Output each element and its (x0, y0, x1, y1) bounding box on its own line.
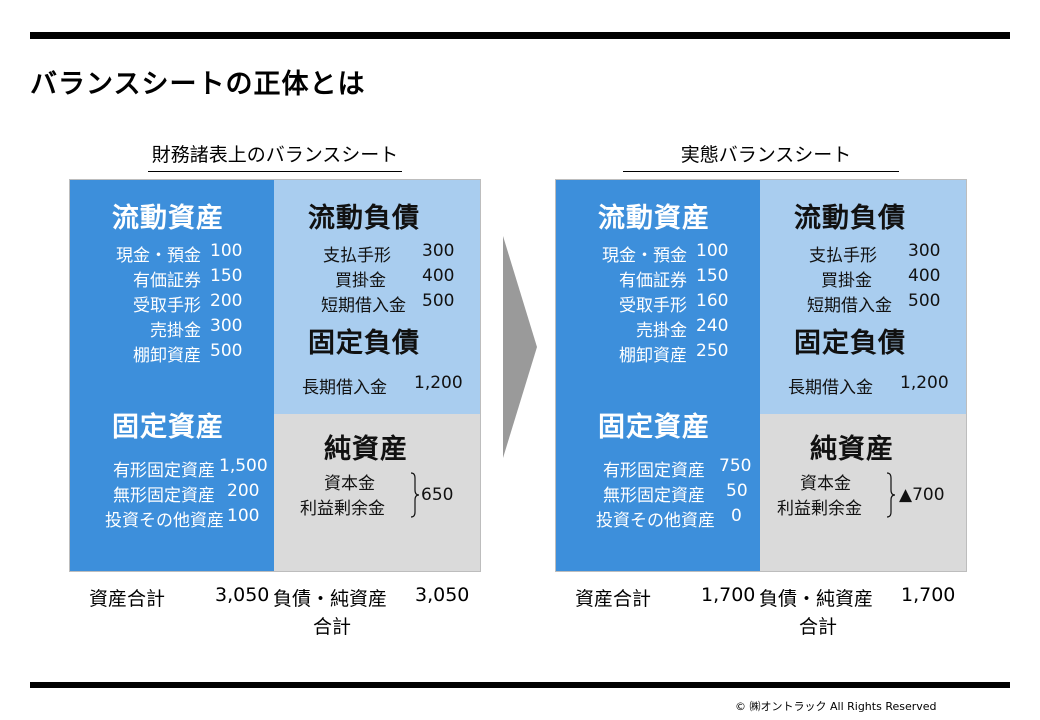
item-label: 短期借入金 (321, 296, 406, 316)
item-value: 150 (696, 266, 729, 286)
item-value: 150 (210, 266, 243, 286)
item-label: 利益剰余金 (777, 499, 862, 519)
curly-brace-icon (410, 472, 420, 518)
item-label: 利益剰余金 (300, 499, 385, 519)
item-label: 資本金 (324, 474, 375, 494)
net-assets-block: 純資産 資本金 利益剰余金 650 (274, 414, 481, 572)
item-value: 240 (696, 316, 729, 336)
net-assets-value: ▲700 (899, 485, 945, 505)
item-label: 買掛金 (821, 271, 872, 291)
item-label: 受取手形 (619, 296, 687, 316)
fixed-liabilities-heading: 固定負債 (308, 328, 420, 359)
balance-sheet-frame (555, 179, 967, 572)
item-value: 400 (422, 266, 455, 286)
item-value: 300 (210, 316, 243, 336)
item-label: 売掛金 (150, 321, 201, 341)
current-assets-heading: 流動資産 (112, 203, 224, 234)
item-label: 棚卸資産 (619, 346, 687, 366)
item-label: 有価証券 (133, 271, 201, 291)
current-liabilities-heading: 流動負債 (308, 203, 420, 234)
assets-total-value: 1,700 (701, 584, 756, 606)
item-value: 500 (210, 341, 243, 361)
fixed-assets-heading: 固定資産 (598, 412, 710, 443)
item-label: 受取手形 (133, 296, 201, 316)
balance-sheet-actual: 実態バランスシート 流動資産 現金・預金 100 有価証券 150 受取手形 1… (555, 140, 967, 640)
item-label: 現金・預金 (116, 246, 201, 266)
assets-total-label: 資産合計 (575, 588, 652, 610)
item-label: 買掛金 (335, 271, 386, 291)
liab-total-label-2: 合計 (799, 616, 838, 638)
item-value: 300 (908, 241, 941, 261)
bottom-rule (30, 682, 1010, 688)
item-value: 250 (696, 341, 729, 361)
item-label: 投資その他資産 (596, 511, 715, 531)
liab-total-label-2: 合計 (313, 616, 352, 638)
item-label: 支払手形 (809, 246, 877, 266)
balance-sheet-title: 財務諸表上のバランスシート (147, 140, 403, 172)
item-value: 50 (726, 481, 748, 501)
item-value: 0 (731, 506, 742, 526)
item-label: 資本金 (800, 474, 851, 494)
balance-sheet-financial-statements: 財務諸表上のバランスシート 流動資産 現金・預金 100 有価証券 150 受取… (69, 140, 481, 640)
liabilities-block: 流動負債 支払手形 300 買掛金 400 短期借入金 500 固定負債 長期借… (760, 179, 967, 414)
item-value: 160 (696, 291, 729, 311)
arrow-right-icon (503, 236, 537, 458)
item-label: 無形固定資産 (603, 486, 705, 506)
item-label: 棚卸資産 (133, 346, 201, 366)
item-label: 無形固定資産 (113, 486, 215, 506)
item-value: 1,200 (900, 373, 949, 393)
liab-total-label: 負債・純資産 (273, 588, 388, 610)
item-label: 有価証券 (619, 271, 687, 291)
item-label: 支払手形 (323, 246, 391, 266)
page-title: バランスシートの正体とは (30, 69, 366, 100)
fixed-assets-heading: 固定資産 (112, 412, 224, 443)
net-assets-heading: 純資産 (324, 434, 408, 465)
item-value: 500 (908, 291, 941, 311)
assets-block: 流動資産 現金・預金 100 有価証券 150 受取手形 200 売掛金 300… (69, 179, 274, 572)
liabilities-block: 流動負債 支払手形 300 買掛金 400 短期借入金 500 固定負債 長期借… (274, 179, 481, 414)
item-label: 短期借入金 (807, 296, 892, 316)
assets-total-label: 資産合計 (89, 588, 166, 610)
item-value: 1,200 (414, 373, 463, 393)
net-assets-block: 純資産 資本金 利益剰余金 ▲700 (760, 414, 967, 572)
current-liabilities-heading: 流動負債 (794, 203, 906, 234)
net-assets-heading: 純資産 (810, 434, 894, 465)
item-value: 500 (422, 291, 455, 311)
item-value: 200 (210, 291, 243, 311)
item-value: 400 (908, 266, 941, 286)
liab-total-value: 1,700 (901, 584, 956, 606)
assets-total-value: 3,050 (215, 584, 270, 606)
item-value: 1,500 (219, 456, 268, 476)
current-assets-heading: 流動資産 (598, 203, 710, 234)
item-value: 750 (719, 456, 752, 476)
item-value: 200 (227, 481, 260, 501)
item-label: 有形固定資産 (113, 461, 215, 481)
copyright-notice: © ㈱オントラック All Rights Reserved (735, 700, 937, 713)
item-value: 100 (227, 506, 260, 526)
fixed-liabilities-heading: 固定負債 (794, 328, 906, 359)
item-label: 長期借入金 (302, 378, 387, 398)
top-rule (30, 32, 1010, 39)
item-label: 長期借入金 (788, 378, 873, 398)
item-value: 100 (210, 241, 243, 261)
curly-brace-icon (886, 472, 896, 518)
balance-sheet-frame (69, 179, 481, 572)
liab-total-value: 3,050 (415, 584, 470, 606)
item-value: 100 (696, 241, 729, 261)
assets-block: 流動資産 現金・預金 100 有価証券 150 受取手形 160 売掛金 240… (555, 179, 760, 572)
item-value: 300 (422, 241, 455, 261)
balance-sheet-title: 実態バランスシート (622, 140, 900, 172)
item-label: 売掛金 (636, 321, 687, 341)
liab-total-label: 負債・純資産 (759, 588, 874, 610)
item-label: 現金・預金 (602, 246, 687, 266)
item-label: 有形固定資産 (603, 461, 705, 481)
item-label: 投資その他資産 (105, 511, 224, 531)
net-assets-value: 650 (421, 485, 454, 505)
